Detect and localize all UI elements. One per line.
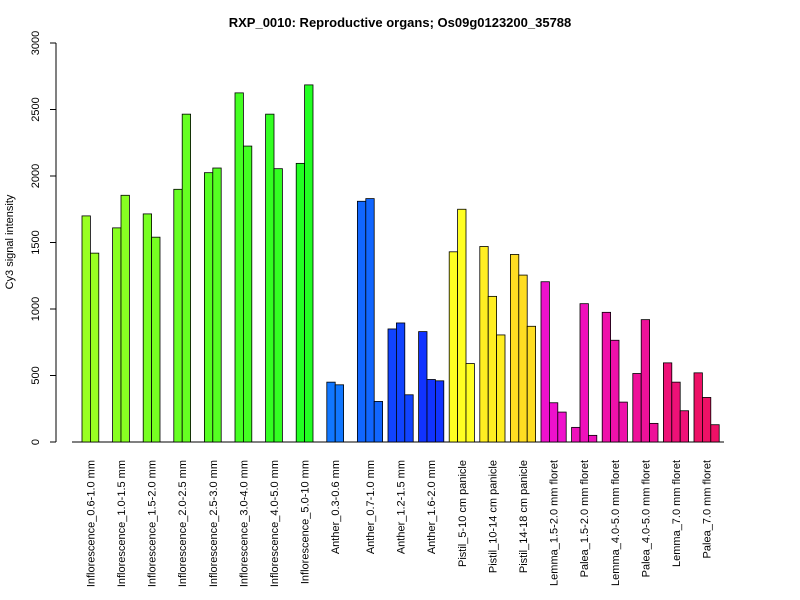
y-tick-label-2: 1000 <box>30 297 42 321</box>
bar-9-1 <box>365 198 375 443</box>
bar-10-0 <box>387 328 397 443</box>
bar-2-1 <box>151 236 161 443</box>
bar-11-0 <box>418 331 428 443</box>
bar-15-0 <box>540 281 550 443</box>
bar-11-1 <box>426 379 436 443</box>
bar-17-1 <box>610 339 620 443</box>
bar-9-2 <box>373 401 384 443</box>
category-label-0: Inflorescence_0.6-1.0 mm <box>85 460 97 587</box>
bar-1-1 <box>120 194 130 443</box>
category-label-8: Anther_0.3-0.6 mm <box>330 460 342 554</box>
y-tick-label-6: 3000 <box>30 31 42 55</box>
category-label-9: Anther_0.7-1.0 mm <box>365 460 377 554</box>
bar-7-0 <box>295 162 306 443</box>
category-label-18: Palea_4.0-5.0 mm floret <box>640 460 652 577</box>
bar-5-0 <box>234 92 244 443</box>
category-label-19: Lemma_7.0 mm floret <box>671 460 683 567</box>
bar-14-0 <box>509 254 520 443</box>
category-label-10: Anther_1.2-1.5 mm <box>396 460 408 554</box>
bar-19-0 <box>663 362 673 443</box>
category-label-4: Inflorescence_2.5-3.0 mm <box>208 460 220 587</box>
y-axis: 0 500 1000 1500 2000 2500 3000 <box>30 31 57 445</box>
y-axis-label: Cy3 signal intensity <box>4 194 16 289</box>
category-label-13: Pistil_10-14 cm panicle <box>487 460 499 573</box>
bar-0-0 <box>81 215 91 443</box>
bar-7-1 <box>304 84 314 443</box>
bar-9-0 <box>356 200 367 443</box>
bar-20-0 <box>693 372 703 443</box>
category-label-12: Pistil_5-10 cm panicle <box>457 460 469 567</box>
bar-5-1 <box>242 145 253 443</box>
category-label-17: Lemma_4.0-5.0 mm floret <box>610 460 622 586</box>
bar-19-1 <box>671 381 681 443</box>
category-label-15: Lemma_1.5-2.0 mm floret <box>549 460 561 586</box>
y-tick-label-5: 2500 <box>30 97 42 121</box>
bar-16-2 <box>588 434 598 443</box>
y-tick-label-4: 2000 <box>30 164 42 188</box>
y-tick-label-3: 1500 <box>30 230 42 254</box>
category-label-6: Inflorescence_4.0-5.0 mm <box>269 460 281 587</box>
bar-11-2 <box>434 380 445 443</box>
bar-15-1 <box>549 402 559 443</box>
bar-14-1 <box>518 274 528 443</box>
bar-8-1 <box>334 384 345 443</box>
bar-12-2 <box>465 363 475 443</box>
bar-20-1 <box>702 397 712 443</box>
bar-20-2 <box>710 424 720 443</box>
bar-17-0 <box>601 311 612 443</box>
category-label-3: Inflorescence_2.0-2.5 mm <box>177 460 189 587</box>
bar-8-0 <box>326 381 336 443</box>
bar-1-0 <box>112 227 122 443</box>
bar-6-1 <box>273 168 283 443</box>
y-tick-label-0: 0 <box>30 439 42 445</box>
bar-3-1 <box>181 113 191 443</box>
bar-18-0 <box>632 373 642 443</box>
bar-13-0 <box>479 246 489 443</box>
bar-10-2 <box>404 394 414 443</box>
category-label-16: Palea_1.5-2.0 mm floret <box>579 460 591 577</box>
bar-18-1 <box>640 319 651 443</box>
bar-10-1 <box>395 322 406 443</box>
bar-14-2 <box>526 325 537 443</box>
bar-12-0 <box>448 251 459 443</box>
bar-6-0 <box>265 113 275 443</box>
bar-4-1 <box>212 167 222 443</box>
category-label-7: Inflorescence_5.0-10 mm <box>300 460 312 584</box>
bars <box>81 84 720 443</box>
bar-16-0 <box>571 426 581 443</box>
bar-4-0 <box>203 172 214 443</box>
category-label-11: Anther_1.6-2.0 mm <box>426 460 438 554</box>
category-label-20: Palea_7.0 mm floret <box>702 460 714 558</box>
bar-13-1 <box>487 295 498 443</box>
bar-18-2 <box>649 422 659 443</box>
category-label-14: Pistil_14-18 cm panicle <box>518 460 530 573</box>
bar-19-2 <box>679 410 690 443</box>
chart-title: RXP_0010: Reproductive organs; Os09g0123… <box>229 15 572 30</box>
bar-17-2 <box>618 401 628 443</box>
bar-13-2 <box>496 334 506 443</box>
category-label-5: Inflorescence_3.0-4.0 mm <box>238 460 250 587</box>
bar-3-0 <box>173 188 183 443</box>
category-label-2: Inflorescence_1.5-2.0 mm <box>147 460 159 587</box>
y-tick-label-1: 500 <box>30 366 42 384</box>
category-labels: Inflorescence_0.6-1.0 mm Inflorescence_1.… <box>85 460 713 587</box>
bar-16-1 <box>579 303 589 443</box>
bar-2-0 <box>142 213 152 443</box>
category-label-1: Inflorescence_1.0-1.5 mm <box>116 460 128 587</box>
bar-0-1 <box>90 252 100 443</box>
bar-12-1 <box>457 208 467 443</box>
bar-15-2 <box>557 411 567 443</box>
